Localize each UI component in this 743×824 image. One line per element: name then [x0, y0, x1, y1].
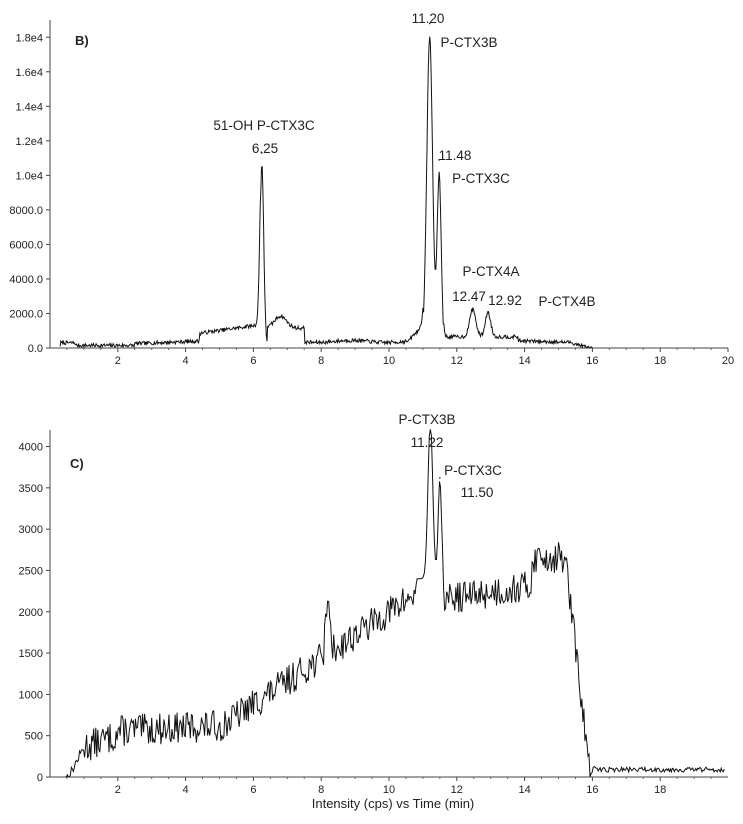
y-tick-label: 2500 [19, 565, 43, 577]
panel-label: C) [70, 456, 84, 471]
x-tick-label: 20 [722, 355, 734, 367]
y-tick-label: 3500 [19, 483, 43, 495]
chromatogram-trace [59, 36, 593, 349]
y-tick-label: 1.4e4 [15, 101, 43, 113]
y-tick-label: 6000.0 [9, 239, 43, 251]
peak-apex-marker [438, 159, 440, 161]
peak-apex-marker [428, 22, 431, 25]
x-axis-label: Intensity (cps) vs Time (min) [312, 796, 475, 811]
peak-annotation: 11.50 [461, 485, 494, 500]
peak-annotation: 12.92 [488, 293, 522, 308]
y-tick-label: 4000 [19, 442, 43, 454]
x-tick-label: 16 [586, 355, 598, 367]
x-tick-label: 18 [654, 355, 666, 367]
y-tick-label: 0.0 [28, 343, 43, 355]
y-tick-label: 1.0e4 [15, 170, 43, 182]
peak-annotation: P-CTX3C [452, 171, 510, 186]
y-tick-label: 0 [37, 772, 43, 784]
peak-apex-marker [487, 310, 489, 313]
y-tick-label: 2000 [19, 607, 43, 619]
peak-annotation: P-CTX3C [444, 463, 502, 478]
peak-annotation: P-CTX4B [538, 294, 595, 309]
x-tick-label: 10 [383, 355, 395, 367]
x-tick-label: 8 [318, 355, 324, 367]
peak-annotation: 12.47 [452, 289, 486, 304]
x-tick-label: 14 [518, 355, 530, 367]
panel-b-chart: 0.0 2000.0 4000.0 6000.0 8000.0 1.0e4 1.2e4 1.4… [9, 11, 734, 367]
x-tick-label: 16 [586, 784, 598, 796]
y-tick-label: 8000.0 [9, 205, 43, 217]
panel-label: B) [75, 33, 89, 48]
peak-annotation: P-CTX3B [440, 35, 497, 50]
y-tick-label: 1.8e4 [15, 32, 43, 44]
x-tick-label: 2 [115, 355, 121, 367]
x-tick-label: 4 [183, 784, 189, 796]
x-tick-label: 4 [183, 355, 189, 367]
x-tick-label: 6 [250, 784, 256, 796]
peak-apex-marker [439, 477, 441, 479]
x-tick-label: 18 [654, 784, 666, 796]
y-tick-label: 2000.0 [9, 308, 43, 320]
chromatogram-trace [65, 429, 725, 778]
y-tick-label: 500 [25, 731, 43, 743]
peak-apex-marker [471, 307, 474, 310]
peak-annotation: P-CTX4A [462, 264, 519, 279]
peak-annotation: 11.48 [439, 148, 472, 163]
x-tick-label: 8 [318, 784, 324, 796]
peak-annotation: 11.20 [412, 11, 445, 26]
peak-apex-marker [261, 152, 263, 154]
y-tick-label: 1.2e4 [15, 136, 43, 148]
x-tick-label: 10 [383, 784, 395, 796]
peak-annotation: 11.22 [411, 435, 444, 450]
x-tick-label: 12 [451, 784, 463, 796]
y-tick-label: 1.6e4 [15, 67, 43, 79]
x-tick-label: 12 [451, 355, 463, 367]
x-tick-label: 14 [518, 784, 530, 796]
y-tick-label: 4000.0 [9, 274, 43, 286]
peak-annotation: P-CTX3B [398, 412, 455, 427]
x-tick-label: 6 [250, 355, 256, 367]
y-tick-label: 1500 [19, 648, 43, 660]
y-tick-label: 1000 [19, 689, 43, 701]
peak-apex-marker [429, 429, 432, 431]
y-tick-label: 3000 [19, 524, 43, 536]
peak-annotation: 6.25 [252, 141, 278, 156]
panel-c-chart: 0 500 1000 1500 2000 2500 3000 3500 4000 2 4 6 8 10 12… [19, 412, 728, 811]
peak-annotation: 51-OH P-CTX3C [213, 118, 315, 133]
x-tick-label: 2 [115, 784, 121, 796]
